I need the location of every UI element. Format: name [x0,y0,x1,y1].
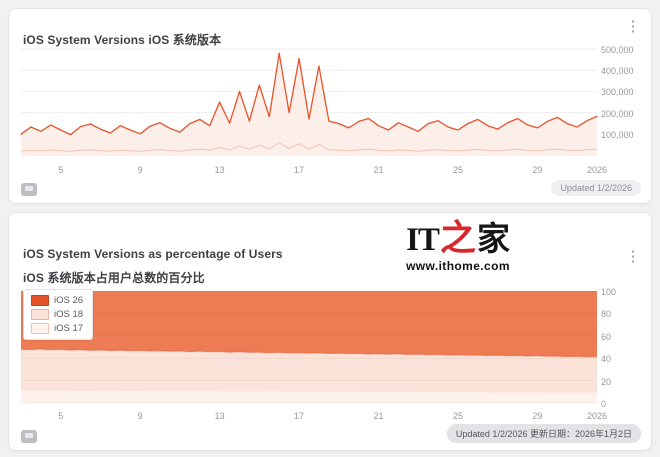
x-axis-tick-label: 29 [532,165,543,175]
ithome-logo-jia: 家 [476,220,510,257]
x-axis-labels: 5 9 13 17 21 25 29 2026 [9,411,651,423]
y-axis-tick-label: 40 [601,354,612,365]
x-axis-tick-label: 17 [294,411,305,421]
ithome-url: www.ithome.com [406,259,510,273]
chart-provider-logo-inner [25,186,33,191]
card2-title-en: iOS System Versions as percentage of Use… [23,246,283,261]
card2-title-zh: iOS 系统版本占用户总数的百分比 [23,270,205,285]
ios26-boundary-line [20,348,598,358]
x-axis-tick-label: 17 [294,165,305,175]
y-axis-tick-label: 500,000 [601,45,634,55]
ithome-logo: IT 之 家 [398,220,518,257]
line-chart-plot: 100,000 200,000 300,000 400,000 500,000 [9,39,651,189]
updated-badge: Updated 1/2/2026 更新日期：2026年1月2日 [446,424,641,443]
stacked-area-plot: 0 20 40 60 80 100 [9,279,651,419]
legend-label: iOS 17 [54,323,84,334]
y-axis-tick-label: 60 [601,331,612,342]
ithome-logo-zhi: 之 [439,217,476,258]
x-axis-tick-label: 29 [532,411,543,421]
y-axis-tick-label: 100 [601,287,617,297]
y-axis-tick-label: 300,000 [601,87,634,98]
chart-legend: iOS 26 iOS 18 iOS 17 [23,289,94,340]
legend-item-ios-26[interactable]: iOS 26 [31,295,83,306]
kebab-menu-icon[interactable]: ⋮ [625,248,641,265]
y-axis-tick-label: 100,000 [601,129,634,140]
area-ios-17 [21,390,597,403]
x-axis-labels: 5 9 13 17 21 25 29 2026 [9,165,651,177]
ithome-logo-it: IT [406,222,440,258]
chart-provider-logo-icon [21,183,37,196]
legend-swatch [31,323,49,334]
x-axis-tick-label: 2026 [586,411,608,421]
updated-badge: Updated 1/2/2026 [551,180,641,196]
chart-provider-logo-inner [25,433,33,438]
area-ios-26 [21,291,597,357]
card1-title: iOS System Versions iOS 系统版本 [23,32,222,47]
x-axis-tick-label: 13 [214,165,225,175]
x-axis-tick-label: 2026 [586,165,608,175]
legend-item-ios-18[interactable]: iOS 18 [31,309,83,320]
chart-provider-logo-icon [21,430,37,443]
y-axis-tick-label: 400,000 [601,66,634,77]
stacked-area-svg [20,290,598,404]
y-axis-tick-label: 80 [601,309,612,320]
legend-label: iOS 26 [54,295,84,306]
x-axis-tick-label: 9 [137,165,143,175]
x-axis-tick-label: 13 [214,411,225,421]
main-series-area [21,53,597,156]
area-ios-18 [21,349,597,393]
x-axis-tick-label: 21 [373,411,384,421]
legend-swatch [31,309,49,320]
secondary-series-line [20,142,598,152]
x-axis-tick-label: 25 [452,411,463,421]
line-chart-svg [20,48,598,156]
x-axis-tick-label: 21 [373,165,384,175]
y-axis-tick-label: 20 [601,376,612,387]
x-axis-tick-label: 9 [137,411,143,421]
main-series-line [20,52,598,136]
legend-swatch [31,295,49,306]
chart-card-ios-versions: iOS System Versions iOS 系统版本 ⋮ 100,000 20… [8,8,652,204]
legend-label: iOS 18 [54,309,84,320]
x-axis-tick-label: 25 [452,165,463,175]
chart-card-ios-percentage: iOS System Versions as percentage of Use… [8,212,652,451]
x-axis-tick-label: 5 [58,411,64,421]
y-axis-tick-label: 200,000 [601,108,634,119]
kebab-menu-icon[interactable]: ⋮ [625,18,641,35]
legend-item-ios-17[interactable]: iOS 17 [31,323,83,334]
x-axis-tick-label: 5 [58,165,64,175]
y-axis-tick-label: 0 [601,399,607,409]
ithome-watermark: IT 之 家 www.ithome.com [398,220,518,274]
